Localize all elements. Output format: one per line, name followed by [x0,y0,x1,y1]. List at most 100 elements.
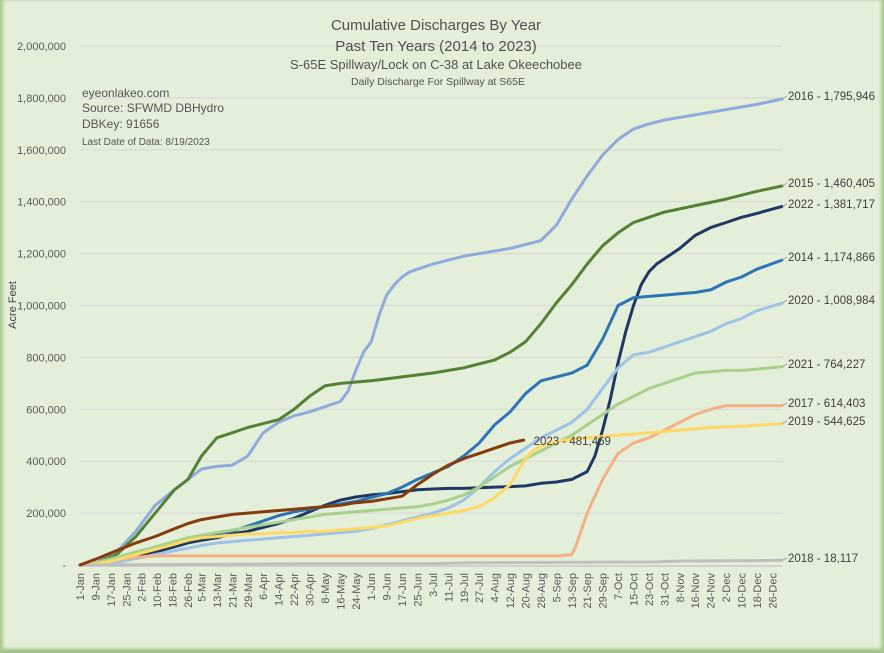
y-tick-label: 200,000 [26,508,66,520]
y-axis-label: Acre Feet [7,281,19,329]
y-tick-label: 1,000,000 [17,301,66,313]
y-tick-label: 1,200,000 [17,249,66,261]
series-line-2015 [78,184,784,567]
x-tick-label: 30-Apr [305,573,317,606]
y-tick-label: 1,600,000 [17,145,66,157]
x-tick-label: 7-Oct [613,573,625,600]
x-tick-label: 22-Apr [289,573,301,606]
leader-line-2018 [781,557,788,561]
x-tick-label: 26-Feb [183,573,195,608]
y-tick-label: 1,400,000 [17,197,66,209]
x-tick-label: 19-Jul [459,573,471,603]
x-tick-label: 15-Oct [629,573,641,606]
end-label-2019: 2019 - 544,625 [788,416,865,428]
end-label-2023: 2023 - 481,469 [534,436,611,448]
leader-line-2022 [781,203,788,207]
x-tick-label: 20-Aug [521,573,533,608]
x-tick-label: 12-Aug [505,573,517,608]
series-line-2020 [78,301,784,567]
x-tick-label: 8-Nov [675,573,687,603]
chart-subtitle: Past Ten Years (2014 to 2023) [335,38,537,55]
x-tick-label: 9-Jan [90,573,102,601]
x-tick-label: 29-Mar [243,573,255,608]
leader-line-2015 [781,182,788,187]
x-tick-label: 13-Sep [567,573,579,608]
end-label-2021: 2021 - 764,227 [788,359,865,371]
series-line-2022 [78,204,784,567]
info-source: Source: SFWMD DBHydro [82,101,224,115]
series-line-2019 [78,422,784,567]
x-tick-label: 17-Jun [397,573,409,607]
series-line-2016 [78,97,784,567]
leader-line-2019 [781,420,788,425]
x-tick-label: 29-Sep [598,573,610,608]
info-last-date: Last Date of Data: 8/19/2023 [82,137,210,148]
end-label-2018: 2018 - 18,117 [788,553,858,565]
x-tick-label: 28-Aug [536,573,548,608]
end-label-2014: 2014 - 1,174,866 [788,252,875,264]
chart-subtitle-location: S-65E Spillway/Lock on C-38 at Lake Okee… [290,57,582,72]
x-tick-label: 16-Nov [690,573,702,609]
x-axis-ticks: 1-Jan 9-Jan 17-Jan 25-Jan 2-Feb 10-Feb 18-Feb 2… [75,573,779,610]
x-tick-label: 2-Feb [137,573,149,602]
x-tick-label: 1-Jun [366,573,378,601]
leader-line-2016 [781,95,788,100]
y-tick-label: 600,000 [26,404,66,416]
x-tick-label: 21-Mar [227,573,239,608]
x-tick-label: 14-Apr [274,573,286,606]
x-tick-label: 1-Jan [75,573,87,601]
info-dbkey: DBKey: 91656 [82,117,160,131]
end-labels: 2016 - 1,795,946 2015 - 1,460,405 2022 - 1… [534,91,876,565]
series-lines [78,97,784,567]
chart-subtitle-description: Daily Discharge For Spillway at S65E [351,76,525,88]
x-tick-label: 18-Feb [168,573,180,608]
x-tick-label: 18-Dec [752,573,764,609]
x-tick-label: 16-May [335,573,347,610]
x-tick-label: 25-Jun [413,573,425,607]
x-tick-label: 11-Jul [443,573,455,602]
series-line-2017 [78,404,784,567]
end-label-2015: 2015 - 1,460,405 [788,178,875,190]
chart-title: Cumulative Discharges By Year [331,17,541,34]
series-line-2021 [78,365,784,567]
leader-line-2021 [781,363,788,368]
y-tick-label: 1,800,000 [17,93,66,105]
x-tick-label: 31-Oct [659,573,671,606]
end-label-2016: 2016 - 1,795,946 [788,91,875,103]
x-tick-label: 4-Aug [490,573,502,602]
end-label-2022: 2022 - 1,381,717 [788,199,875,211]
x-tick-label: 17-Jan [106,573,118,607]
x-tick-label: 26-Dec [767,573,779,609]
leader-line-2014 [781,256,788,261]
series-line-2023 [78,438,526,567]
x-tick-label: 24-May [351,573,363,610]
x-tick-label: 23-Oct [644,573,656,606]
x-tick-label: 21-Sep [582,573,594,608]
y-tick-label: 400,000 [26,456,66,468]
leader-line-2020 [781,299,788,304]
x-tick-label: 5-Sep [551,573,563,602]
x-tick-label: 10-Feb [152,573,164,608]
x-tick-label: 6-Apr [258,573,270,600]
x-tick-label: 5-Mar [197,573,209,602]
x-tick-label: 13-Mar [212,573,224,608]
x-tick-label: 25-Jan [121,573,133,607]
x-tick-label: 27-Jul [474,573,486,603]
x-tick-label: 2-Dec [721,573,733,603]
series-line-2018 [78,558,784,567]
end-label-2017: 2017 - 614,403 [788,398,865,410]
y-axis-ticks: - 200,000 400,000 600,000 800,000 1,000,000 1,… [17,41,66,572]
x-tick-label: 8-May [320,573,332,604]
y-tick-label: 2,000,000 [17,41,66,53]
x-tick-label: 10-Dec [737,573,749,609]
x-tick-label: 9-Jun [382,573,394,601]
y-tick-label: 800,000 [26,352,66,364]
x-tick-label: 3-Jul [428,573,440,597]
info-website: eyeonlakeo.com [82,86,169,100]
x-tick-label: 24-Nov [706,573,718,609]
leader-line-2017 [781,402,788,407]
end-label-2020: 2020 - 1,008,984 [788,295,876,307]
y-tick-label: - [62,560,66,572]
